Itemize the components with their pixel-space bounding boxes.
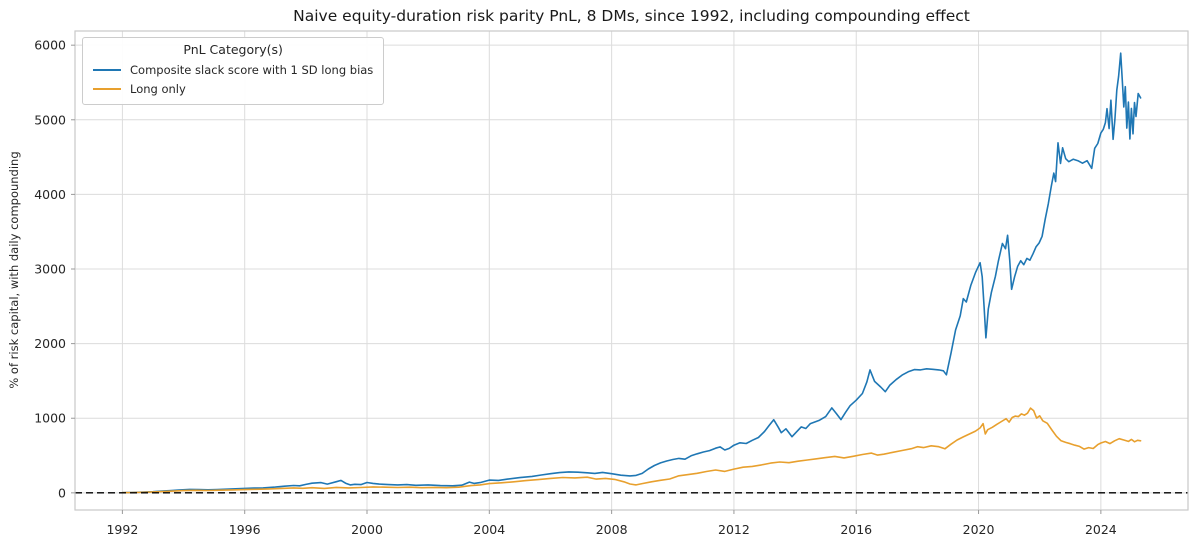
series-line-long-only	[121, 407, 1142, 494]
x-tick-label: 2012	[718, 522, 750, 537]
x-tick-label: 1992	[106, 522, 138, 537]
y-tick-label: 1000	[34, 411, 66, 426]
y-tick-label: 2000	[34, 336, 66, 351]
legend-line-swatch-blue	[93, 68, 121, 71]
legend: PnL Category(s) Composite slack score wi…	[82, 37, 385, 105]
y-axis-label: % of risk capital, with daily compoundin…	[7, 151, 21, 389]
legend-label: Long only	[130, 81, 186, 96]
legend-line-swatch-orange	[93, 87, 121, 90]
x-tick-label: 2008	[596, 522, 628, 537]
plot-border	[74, 30, 1189, 511]
y-tick-label: 6000	[34, 38, 66, 53]
y-tick-label: 0	[58, 485, 66, 500]
x-tick-label: 2004	[473, 522, 505, 537]
legend-entry-long-only: Long only	[93, 79, 373, 98]
x-tick-label: 2020	[963, 522, 995, 537]
x-tick-label: 1996	[229, 522, 261, 537]
x-tick-label: 2000	[351, 522, 383, 537]
legend-title: PnL Category(s)	[183, 42, 283, 57]
chart-title: Naive equity-duration risk parity PnL, 8…	[293, 7, 970, 25]
x-tick-label: 2016	[840, 522, 872, 537]
legend-entry-composite: Composite slack score with 1 SD long bia…	[93, 60, 373, 79]
y-tick-label: 4000	[34, 187, 66, 202]
x-tick-label: 2024	[1085, 522, 1117, 537]
y-tick-label: 5000	[34, 112, 66, 127]
legend-label: Composite slack score with 1 SD long bia…	[130, 62, 374, 77]
y-tick-label: 3000	[34, 262, 66, 277]
series-line-composite	[121, 52, 1142, 494]
